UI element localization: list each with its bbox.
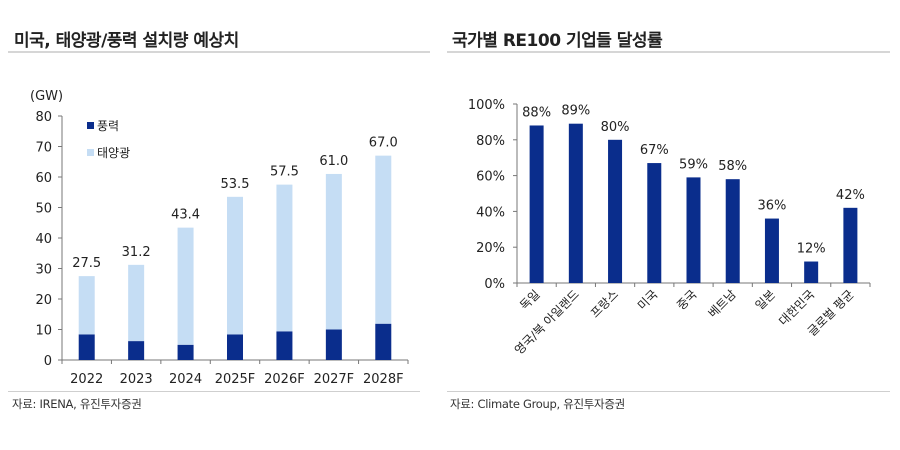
left-source-rule	[8, 391, 420, 392]
bar-solar	[78, 276, 95, 335]
bar-solar	[177, 227, 194, 345]
total-label: 57.5	[270, 165, 299, 180]
y-tick-label: 40	[35, 232, 52, 247]
right-chart-title: 국가별 RE100 기업들 달성률	[452, 31, 663, 51]
legend-swatch	[87, 122, 94, 129]
x-tick-label: 2023	[120, 372, 153, 387]
data-label: 89%	[561, 104, 590, 119]
data-label: 58%	[718, 159, 747, 174]
y-tick-label: 100%	[468, 98, 505, 113]
bar-solar	[227, 196, 243, 335]
total-label: 43.4	[171, 208, 200, 223]
y-tick-label: 70	[35, 141, 52, 156]
legend-label: 풍력	[97, 119, 119, 133]
bar-solar	[325, 173, 342, 330]
left-source: 자료: IRENA, 유진투자증권	[12, 397, 142, 411]
bar-wind	[128, 341, 145, 360]
y-tick-label: 0%	[484, 277, 505, 292]
bar	[647, 163, 662, 283]
total-label: 67.0	[369, 136, 398, 151]
y-tick-label: 20%	[476, 241, 505, 256]
bar	[686, 177, 701, 283]
bar	[529, 125, 544, 283]
x-tick-label: 2025F	[215, 372, 256, 387]
data-label: 12%	[797, 242, 826, 257]
data-label: 36%	[757, 199, 786, 214]
data-label: 59%	[679, 157, 708, 172]
data-label: 42%	[836, 188, 865, 203]
y-tick-label: 30	[35, 263, 52, 278]
total-label: 53.5	[221, 177, 250, 192]
right-source: 자료: Climate Group, 유진투자증권	[450, 397, 625, 411]
x-tick-label: 일본	[753, 287, 779, 313]
x-tick-label: 2022	[70, 372, 103, 387]
y-axis-unit: (GW)	[30, 89, 63, 104]
y-tick-label: 80	[35, 110, 52, 125]
y-tick-label: 40%	[476, 205, 505, 220]
x-tick-label: 중국	[674, 287, 700, 313]
y-tick-label: 80%	[476, 134, 505, 149]
bar	[843, 207, 858, 283]
right-source-rule	[447, 391, 890, 392]
bar	[608, 139, 623, 283]
left-title-rule	[8, 51, 430, 53]
bar-wind	[227, 334, 243, 360]
x-tick-label: 미국	[635, 287, 661, 313]
left-chart-title: 미국, 태양광/풍력 설치량 예상치	[14, 31, 239, 51]
bar	[804, 261, 819, 283]
x-tick-label: 2028F	[363, 372, 404, 387]
data-label: 80%	[601, 120, 630, 135]
x-tick-label: 2024	[169, 372, 202, 387]
bar-solar	[276, 184, 293, 332]
y-tick-label: 10	[35, 324, 52, 339]
bar	[764, 218, 779, 283]
legend-label: 태양광	[97, 146, 130, 160]
right-title-rule	[447, 51, 890, 53]
data-label: 88%	[522, 105, 551, 120]
total-label: 61.0	[319, 154, 348, 169]
bar-solar	[375, 155, 392, 324]
bar-wind	[325, 329, 342, 360]
y-tick-label: 0	[44, 354, 52, 369]
x-tick-label: 2027F	[314, 372, 355, 387]
legend-swatch	[87, 149, 94, 156]
x-tick-label: 독일	[517, 287, 543, 313]
bar	[568, 123, 583, 283]
data-label: 67%	[640, 143, 669, 158]
bar-wind	[177, 344, 194, 360]
y-tick-label: 50	[35, 202, 52, 217]
bar-wind	[78, 334, 95, 360]
x-tick-label: 2026F	[264, 372, 305, 387]
y-tick-label: 60	[35, 171, 52, 186]
x-tick-label: 프랑스	[588, 287, 621, 320]
total-label: 27.5	[72, 256, 101, 271]
bar-wind	[375, 323, 392, 360]
bar-wind	[276, 331, 293, 360]
x-tick-label: 베트남	[706, 287, 739, 320]
y-tick-label: 60%	[476, 170, 505, 185]
bar-solar	[128, 264, 145, 342]
bar	[725, 179, 740, 283]
total-label: 31.2	[122, 245, 151, 260]
y-tick-label: 20	[35, 293, 52, 308]
